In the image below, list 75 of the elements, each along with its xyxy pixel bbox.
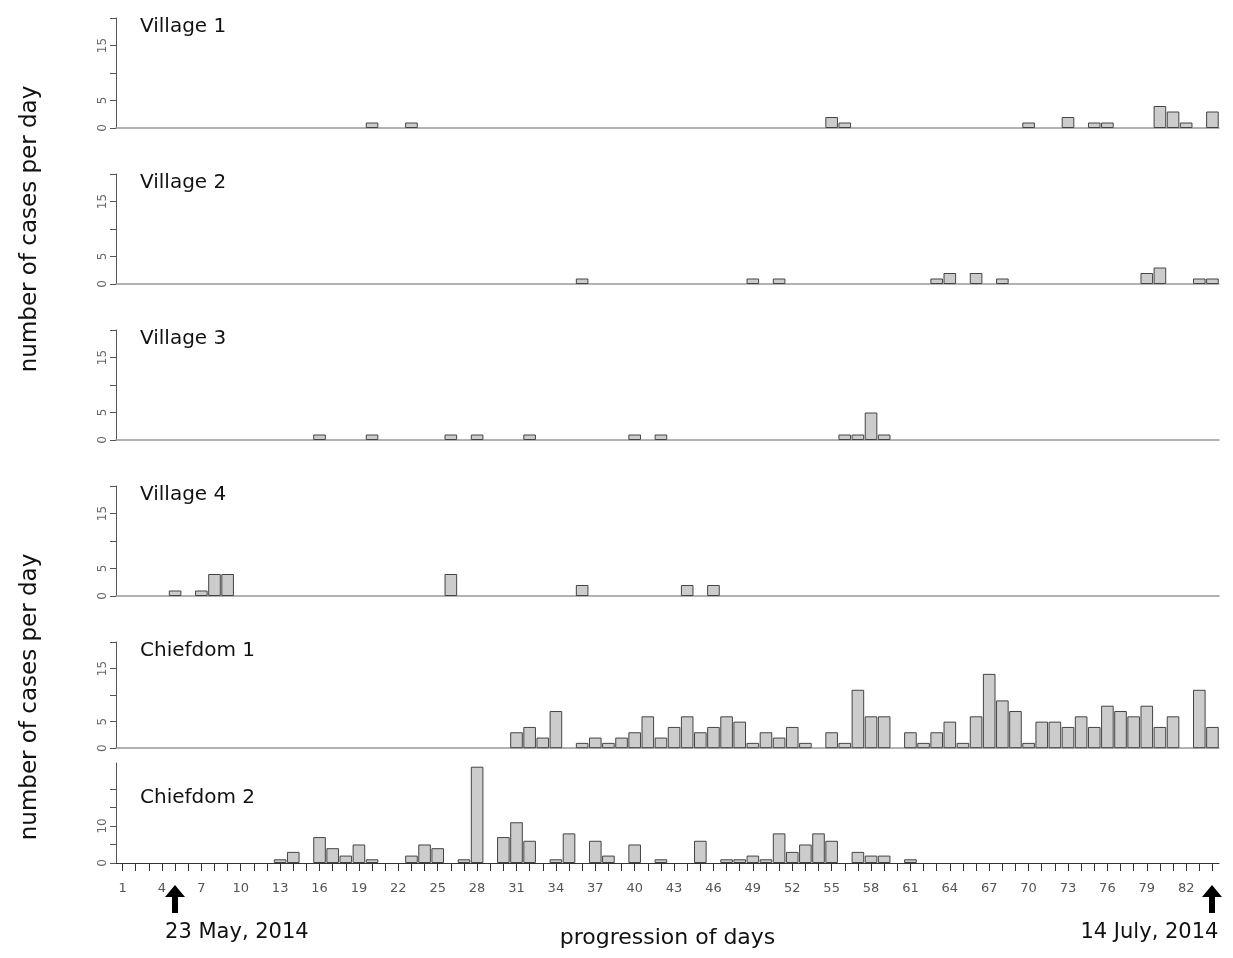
x-tick-label: 46: [705, 880, 722, 895]
chart-title: Chiefdom 1: [140, 637, 256, 661]
y-tick-label: 10: [95, 818, 109, 834]
x-tick-label: 22: [390, 880, 407, 895]
bar: [707, 585, 720, 596]
bar: [575, 585, 589, 596]
bar: [405, 122, 418, 128]
y-tick-label: 15: [95, 193, 109, 210]
x-tick-label: 25: [429, 880, 446, 895]
x-tick-label: 40: [626, 880, 643, 895]
x-tick-label: 73: [1059, 880, 1077, 895]
bar: [1022, 122, 1035, 128]
bar: [772, 278, 786, 284]
x-tick-label: 49: [744, 880, 762, 895]
bar: [168, 590, 182, 596]
bar: [444, 574, 458, 596]
bar: [1206, 111, 1219, 128]
x-tick-label: 1: [118, 880, 127, 895]
bar: [746, 278, 760, 284]
text: Chiefdom 2: [140, 783, 256, 808]
x-tick-label: 16: [311, 880, 328, 895]
bar: [628, 844, 641, 863]
bar: [654, 859, 668, 863]
y-tick-label: 5: [95, 96, 109, 105]
x-tick-label: 58: [862, 880, 880, 895]
bar: [680, 585, 694, 596]
text: 14 July, 2014: [1080, 919, 1219, 943]
y-tick-label: 0: [95, 859, 109, 867]
y-axis-title: number of cases per day: [15, 553, 41, 841]
chart-title: Village 2: [140, 169, 227, 193]
x-tick-label: 4: [157, 880, 167, 895]
text: 23 May, 2014: [165, 919, 309, 943]
y-tick-label: 5: [95, 564, 109, 573]
x-tick-label: 28: [468, 880, 486, 895]
y-tick-label: 5: [95, 252, 109, 261]
x-tick-label: 37: [587, 880, 604, 895]
y-tick-label: 15: [95, 505, 109, 522]
x-tick-label: 61: [902, 880, 919, 895]
bar: [969, 273, 983, 284]
bar: [904, 859, 917, 863]
y-tick-label: 0: [95, 124, 109, 132]
bar: [996, 278, 1009, 284]
y-tick-label: 0: [95, 436, 109, 444]
x-axis-title: progression of days: [559, 923, 776, 949]
x-tick-label: 76: [1099, 880, 1116, 895]
x-tick-label: 7: [197, 880, 206, 895]
bar: [694, 840, 707, 863]
x-tick-label: 34: [547, 880, 565, 895]
x-tick-label: 19: [350, 880, 368, 895]
x-tick-label: 31: [508, 880, 525, 895]
y-tick-label: 15: [95, 349, 109, 366]
x-tick-label: 79: [1138, 880, 1156, 895]
x-tick-label: 70: [1020, 880, 1037, 895]
y-tick-label: 15: [95, 37, 109, 54]
x-tick-label: 82: [1177, 880, 1195, 895]
x-tick-label: 10: [232, 880, 250, 895]
x-tick-label: 52: [783, 880, 801, 895]
y-tick-label: 5: [95, 408, 109, 417]
y-axis-title: number of cases per day: [15, 85, 41, 373]
x-tick-label: 43: [665, 880, 683, 895]
chart-title: Village 3: [140, 325, 227, 349]
x-tick-label: 13: [271, 880, 289, 895]
chart-title: Village 1: [140, 13, 227, 37]
bar: [365, 122, 379, 128]
y-tick-label: 5: [95, 717, 109, 726]
chart-title: Village 4: [140, 481, 227, 505]
x-tick-label: 55: [823, 880, 840, 895]
y-tick-label: 0: [95, 744, 109, 752]
x-tick-label: 64: [941, 880, 959, 895]
y-tick-label: 0: [95, 592, 109, 600]
y-tick-label: 0: [95, 280, 109, 288]
x-tick-label: 67: [980, 880, 998, 895]
bar: [575, 278, 589, 284]
bar: [1061, 117, 1075, 128]
y-tick-label: 15: [95, 660, 109, 677]
